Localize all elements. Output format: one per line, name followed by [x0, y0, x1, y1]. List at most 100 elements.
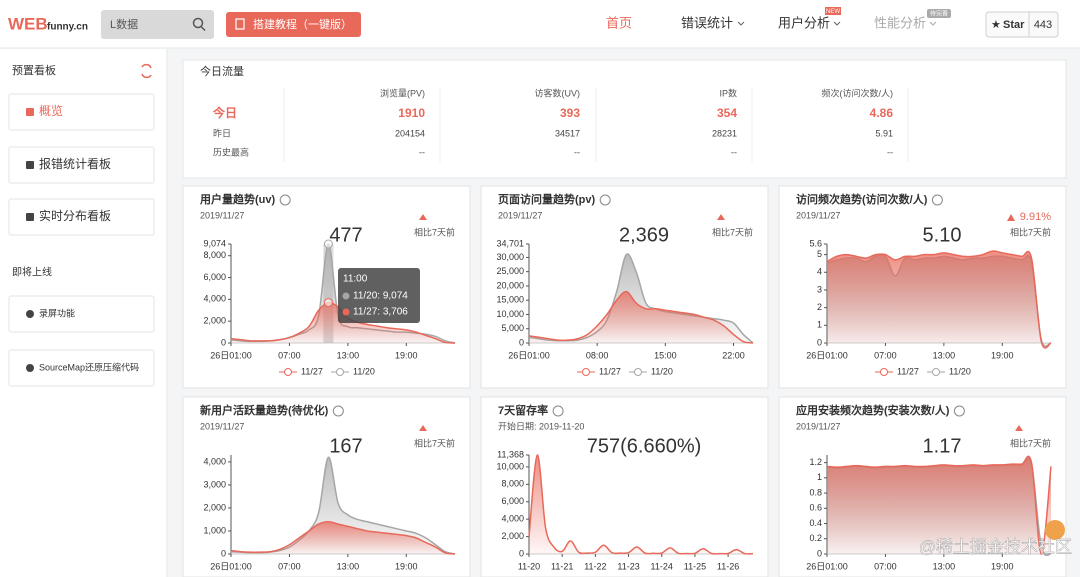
y-tick-label: 4,000 — [501, 514, 524, 524]
chart-panel: 应用安装频次趋势(安装次数/人) 2019/11/27 1.17 相比7天前 0 0.2 0… — [778, 396, 1067, 577]
headline-value: 477 — [329, 224, 362, 246]
sidebar-item-label[interactable]: 概览 — [39, 103, 63, 118]
x-tick-label: 11-26 — [717, 561, 739, 571]
y-tick-label: 5 — [817, 249, 822, 259]
tooltip-line: 11/20: 9,074 — [353, 291, 408, 302]
logo-sub[interactable]: funny.cn — [47, 22, 88, 33]
sidebar-title: 预置看板 — [12, 63, 56, 77]
headline-value: 1.17 — [923, 435, 962, 457]
series-area — [827, 456, 1051, 555]
y-tick-label: 9,074 — [203, 238, 226, 248]
series-line — [528, 454, 754, 555]
sidebar-item-label[interactable]: 录屏功能 — [39, 307, 75, 318]
y-tick-label: 5,000 — [501, 323, 524, 333]
panel-date: 2019/11/27 — [498, 210, 542, 220]
legend-label[interactable]: 11/20 — [651, 366, 673, 376]
panel-date: 2019/11/27 — [796, 210, 840, 220]
y-tick-label: 0 — [817, 548, 822, 558]
sidebar-item-icon — [26, 364, 34, 372]
nav-item[interactable]: 首页 — [606, 15, 632, 30]
tooltip-box — [338, 268, 420, 323]
search-box[interactable] — [101, 10, 214, 39]
chat-icon[interactable] — [1045, 520, 1065, 540]
legend-marker[interactable] — [880, 368, 888, 376]
y-tick-label: 2 — [817, 302, 822, 312]
panel-title: 新用户活跃量趋势(待优化) — [200, 403, 329, 417]
up-arrow — [419, 214, 427, 220]
x-tick-label: 15:00 — [654, 350, 677, 360]
legend-marker[interactable] — [284, 368, 292, 376]
x-tick-label: 11-20 — [518, 561, 540, 571]
nav-item[interactable]: 用户分析 — [778, 15, 830, 30]
sidebar-item[interactable] — [8, 198, 155, 236]
chart-panel: 页面访问量趋势(pv) 2019/11/27 2,369 相比7天前 0 5,000 10,… — [480, 185, 769, 389]
panel-title: 用户量趋势(uv) — [200, 192, 275, 206]
up-arrow — [717, 214, 725, 220]
cell-value: -- — [419, 147, 425, 157]
panel-title: 访问频次趋势(访问次数/人) — [796, 192, 928, 206]
panel-date: 2019/11/27 — [200, 210, 244, 220]
headline-value: 5.10 — [923, 224, 962, 246]
help-icon[interactable] — [931, 194, 943, 206]
panel-subtitle: 开始日期: 2019-11-20 — [498, 420, 584, 431]
headline-value: 757(6.660%) — [587, 435, 702, 457]
y-tick-label: 2,000 — [203, 502, 226, 512]
sidebar-item[interactable] — [8, 146, 155, 184]
refresh-icon[interactable] — [141, 63, 152, 79]
y-tick-label: 11,368 — [497, 449, 524, 459]
help-icon[interactable] — [953, 405, 965, 417]
column-header: 访客数(UV) — [535, 87, 581, 98]
nav-item[interactable]: 错误统计 — [681, 15, 733, 30]
y-tick-label: 25,000 — [496, 266, 524, 276]
up-arrow — [1015, 425, 1023, 431]
headline-value: 167 — [329, 435, 362, 457]
up-arrow — [1007, 214, 1015, 221]
sidebar-item[interactable] — [8, 295, 155, 333]
today-title: 今日流量 — [200, 64, 244, 78]
sidebar-item-label[interactable]: 实时分布看板 — [39, 208, 111, 223]
search-icon[interactable] — [192, 17, 204, 29]
legend-label[interactable]: 11/20 — [353, 366, 375, 376]
cell-value: 5.91 — [875, 128, 893, 138]
row-label: 历史最高 — [213, 146, 249, 157]
legend-label[interactable]: 11/27 — [599, 366, 621, 376]
panel-title: 应用安装频次趋势(安装次数/人) — [796, 403, 950, 417]
help-icon[interactable] — [599, 194, 611, 206]
help-icon[interactable] — [552, 405, 564, 417]
sidebar-item-label[interactable]: SourceMap还原压缩代码 — [39, 361, 139, 372]
tutorial-button[interactable] — [226, 12, 361, 37]
legend-label[interactable]: 11/27 — [897, 366, 919, 376]
y-tick-label: 30,000 — [496, 252, 524, 262]
badge-bg — [927, 9, 951, 18]
cell-value: -- — [887, 147, 893, 157]
sidebar-item[interactable] — [8, 93, 155, 131]
legend-marker[interactable] — [336, 368, 344, 376]
legend-label[interactable]: 11/27 — [301, 366, 323, 376]
y-tick-label: 20,000 — [496, 280, 524, 290]
help-icon[interactable] — [279, 194, 291, 206]
logo-main[interactable]: WEB — [8, 14, 48, 33]
cell-value: 354 — [717, 106, 737, 120]
nav-item[interactable]: 性能分析 — [874, 15, 926, 30]
star-icon: ★ — [991, 19, 1001, 31]
y-tick-label: 0.2 — [809, 533, 822, 543]
legend-marker[interactable] — [932, 368, 940, 376]
sidebar-item[interactable] — [8, 349, 155, 387]
x-tick-label: 13:00 — [337, 561, 360, 571]
star-button[interactable] — [985, 11, 1059, 38]
legend-label[interactable]: 11/20 — [949, 366, 971, 376]
x-tick-label: 07:00 — [278, 561, 301, 571]
badge-todo: 待完善 — [930, 10, 948, 18]
compare-label: 相比7天前 — [414, 437, 455, 448]
star-count[interactable]: 443 — [1034, 19, 1052, 31]
legend-marker[interactable] — [582, 368, 590, 376]
hover-point — [323, 298, 333, 308]
help-icon[interactable] — [332, 405, 344, 417]
x-tick-label: 19:00 — [991, 561, 1014, 571]
watermark: @稀土掘金技术社区 — [919, 537, 1072, 556]
sidebar-item-label[interactable]: 报错统计看板 — [39, 156, 111, 171]
legend-marker[interactable] — [634, 368, 642, 376]
